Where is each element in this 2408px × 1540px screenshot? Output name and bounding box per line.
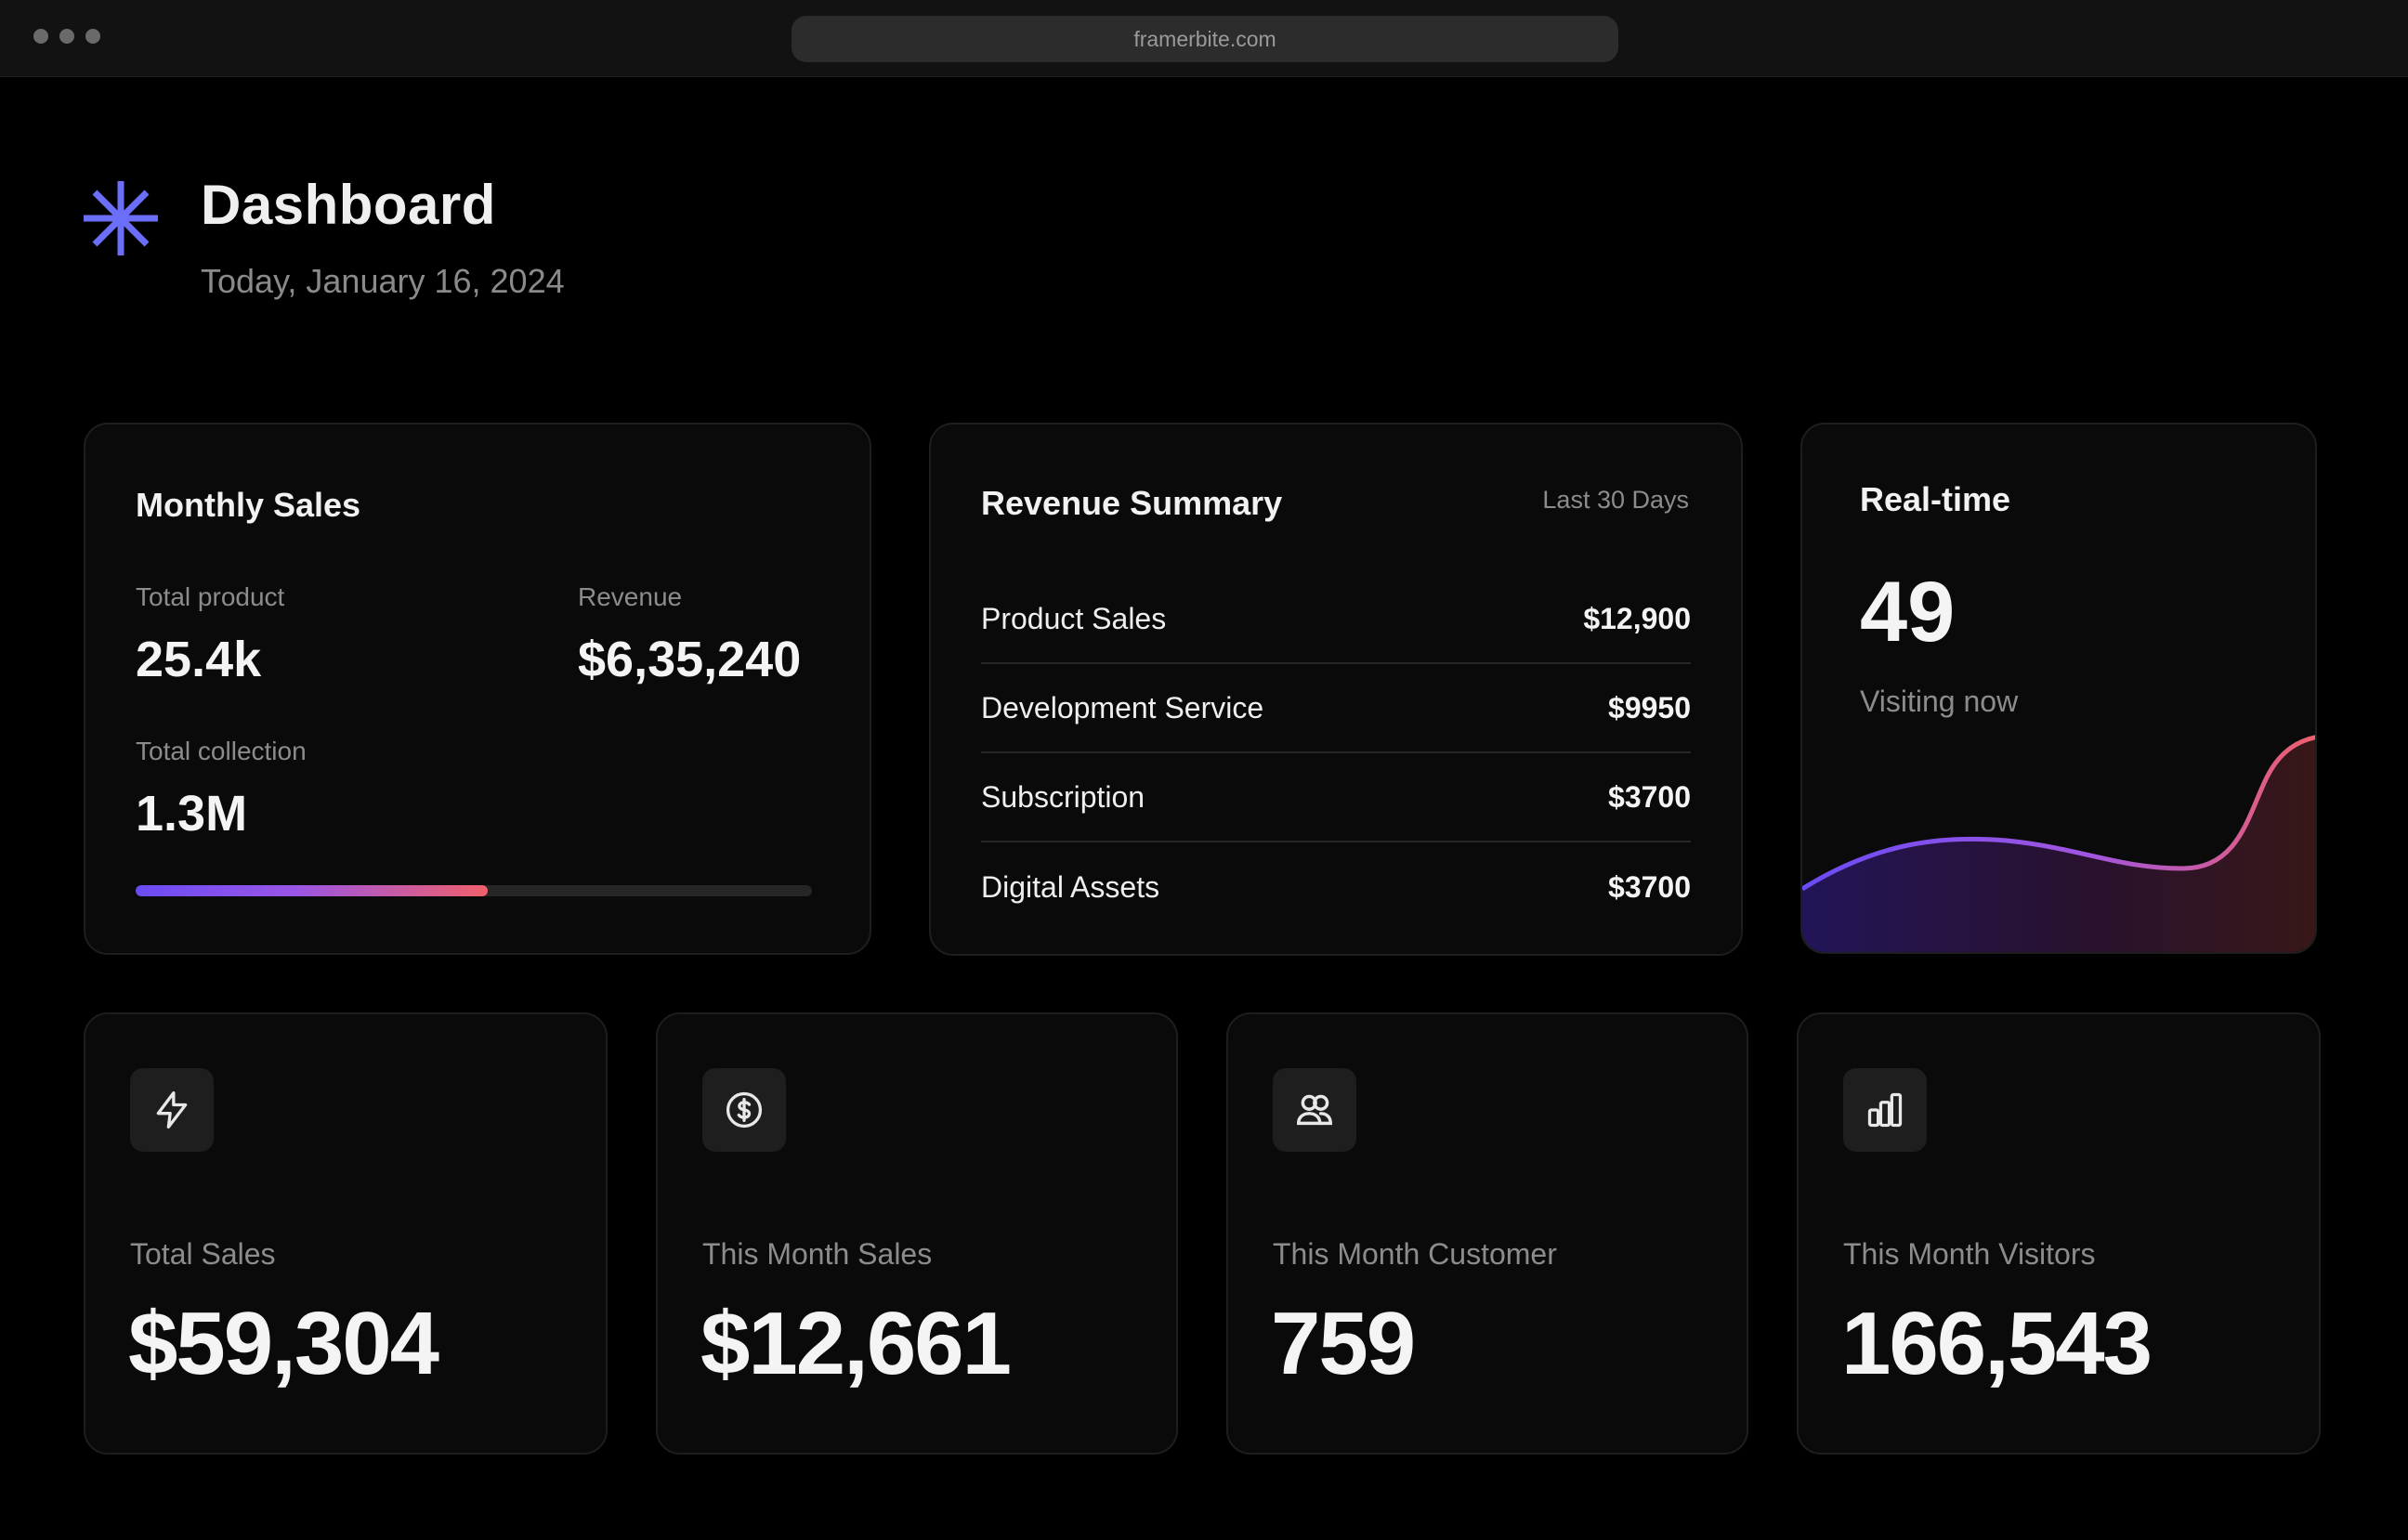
stat-label: This Month Customer [1273, 1237, 1557, 1271]
stat-value: 166,543 [1841, 1294, 2153, 1393]
total-product-label: Total product [136, 582, 285, 611]
total-collection-label: Total collection [136, 737, 307, 765]
revenue-row-amount: $3700 [1608, 869, 1691, 904]
revenue-row-name: Development Service [981, 690, 1264, 724]
stat-label: Total Sales [130, 1237, 276, 1271]
revenue-row: Subscription $3700 [981, 753, 1691, 842]
realtime-title: Real-time [1860, 480, 2011, 518]
address-bar-url: framerbite.com [1133, 26, 1276, 51]
page-date: Today, January 16, 2024 [201, 262, 565, 300]
dollar-circle-icon [702, 1068, 786, 1152]
window-close-dot[interactable] [33, 29, 48, 44]
stat-card-this-month-sales: This Month Sales $12,661 [656, 1012, 1178, 1455]
total-collection-value: 1.3M [136, 786, 248, 842]
stat-value: $12,661 [700, 1294, 1012, 1393]
revenue-row-amount: $9950 [1608, 690, 1691, 724]
bar-chart-icon [1843, 1068, 1927, 1152]
asterisk-logo-icon [84, 181, 158, 255]
revenue-summary-card: Revenue Summary Last 30 Days Product Sal… [929, 423, 1743, 956]
page-title: Dashboard [201, 174, 496, 236]
stat-card-total-sales: Total Sales $59,304 [84, 1012, 608, 1455]
revenue-row-name: Subscription [981, 779, 1145, 814]
window-maximize-dot[interactable] [85, 29, 100, 44]
stat-value: 759 [1271, 1294, 1416, 1393]
revenue-row: Development Service $9950 [981, 664, 1691, 753]
window-minimize-dot[interactable] [59, 29, 74, 44]
revenue-row-amount: $12,900 [1583, 601, 1691, 635]
date-range-label[interactable]: Last 30 Days [1542, 486, 1689, 514]
revenue-row-amount: $3700 [1608, 779, 1691, 814]
monthly-sales-card: Monthly Sales Total product 25.4k Revenu… [84, 423, 871, 955]
revenue-row: Digital Assets $3700 [981, 842, 1691, 932]
users-icon [1273, 1068, 1356, 1152]
monthly-sales-title: Monthly Sales [136, 486, 361, 524]
realtime-wave-area [1802, 737, 2315, 952]
stat-value: $59,304 [128, 1294, 439, 1393]
realtime-wave-line [1802, 735, 2315, 892]
revenue-label: Revenue [578, 582, 683, 611]
revenue-row-name: Digital Assets [981, 869, 1160, 904]
lightning-icon [130, 1068, 214, 1152]
realtime-card: Real-time 49 Visiting now [1800, 423, 2317, 954]
realtime-value: 49 [1860, 565, 1956, 659]
window-controls [33, 29, 100, 44]
stat-label: This Month Visitors [1843, 1237, 2096, 1271]
address-bar[interactable]: framerbite.com [792, 16, 1618, 62]
collection-progress-bar [136, 885, 812, 896]
browser-toolbar: framerbite.com [0, 0, 2408, 77]
total-product-value: 25.4k [136, 632, 262, 687]
revenue-summary-title: Revenue Summary [981, 484, 1283, 522]
revenue-value: $6,35,240 [578, 632, 802, 687]
realtime-caption: Visiting now [1860, 685, 2019, 718]
realtime-wave-chart [1802, 735, 2315, 952]
stat-label: This Month Sales [702, 1237, 933, 1271]
revenue-row-name: Product Sales [981, 601, 1167, 635]
revenue-row: Product Sales $12,900 [981, 575, 1691, 664]
stat-card-this-month-visitors: This Month Visitors 166,543 [1797, 1012, 2321, 1455]
collection-progress-fill [136, 885, 488, 896]
stat-card-this-month-customer: This Month Customer 759 [1226, 1012, 1748, 1455]
